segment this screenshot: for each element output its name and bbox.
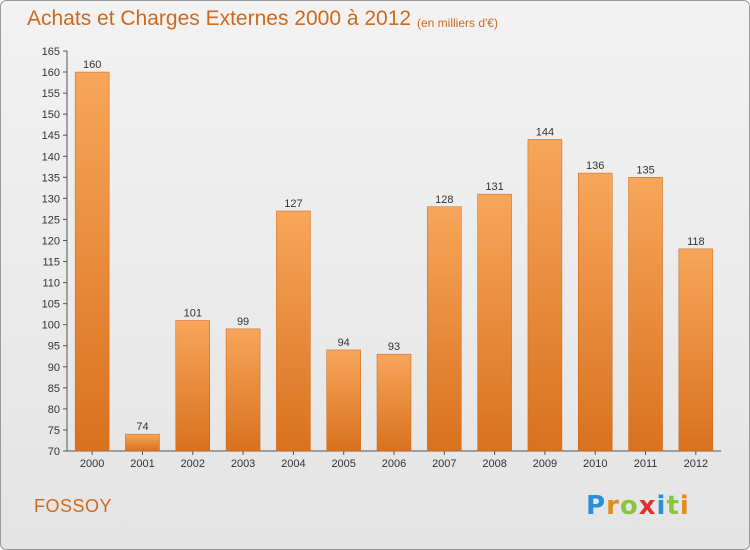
chart-title: Achats et Charges Externes 2000 à 2012	[27, 7, 412, 30]
data-label-2000: 160	[83, 59, 101, 71]
logo-letter: r	[606, 491, 620, 521]
x-tick-label: 2002	[181, 458, 205, 470]
x-tick-label: 2011	[634, 458, 658, 470]
y-tick-label: 150	[42, 109, 60, 121]
data-label-2001: 74	[136, 421, 148, 433]
bar-2011	[628, 177, 663, 452]
y-tick-label: 165	[42, 46, 60, 58]
bar-2003	[225, 328, 261, 452]
x-tick-label: 2010	[583, 458, 607, 470]
logo-letter: t	[666, 491, 680, 521]
data-label-2012: 118	[687, 236, 705, 248]
y-tick-label: 90	[48, 362, 60, 374]
data-label-2011: 135	[636, 164, 654, 176]
data-label-2003: 99	[237, 316, 249, 328]
y-tick-label: 160	[42, 67, 60, 79]
bar-2006	[376, 353, 412, 452]
bar-2000	[74, 71, 110, 452]
y-tick-label: 85	[48, 383, 60, 395]
y-tick-label: 155	[42, 88, 60, 100]
x-tick-label: 2005	[331, 458, 355, 470]
y-tick-label: 135	[42, 172, 60, 184]
data-label-2006: 93	[388, 341, 400, 353]
logo-letter: i	[679, 491, 690, 521]
data-label-2004: 127	[284, 198, 302, 210]
bar-2010	[577, 172, 613, 452]
logo-letter: P	[586, 491, 607, 521]
bar-2008	[477, 193, 512, 452]
x-tick-label: 2007	[432, 458, 456, 470]
x-tick-label: 2001	[130, 458, 154, 470]
commune-name: FOSSOY	[34, 496, 113, 516]
bar-2004	[276, 210, 311, 452]
chart-subtitle: (en milliers d'€)	[417, 16, 498, 30]
bar-2005	[326, 349, 361, 452]
y-tick-label: 95	[48, 341, 60, 353]
y-tick-label: 80	[48, 404, 60, 416]
y-axis: 70 75 80 85 90 95 100 105 110 115 120 125 130 135 140 1…	[42, 46, 68, 458]
x-tick-label: 2008	[482, 458, 506, 470]
y-tick-label: 145	[42, 130, 60, 142]
data-label-2007: 128	[435, 194, 453, 206]
y-tick-label: 70	[48, 446, 60, 458]
x-tick-label: 2006	[382, 458, 406, 470]
data-label-2009: 144	[536, 126, 554, 138]
x-tick-label: 2000	[80, 458, 104, 470]
bar-2001	[125, 433, 160, 452]
logo-letter: i	[656, 491, 667, 521]
bar-2012	[678, 248, 714, 452]
data-label-2005: 94	[338, 337, 350, 349]
bar-2002	[175, 320, 211, 452]
proxiti-logo[interactable]: Proxiti	[586, 491, 690, 521]
logo-letter: x	[638, 491, 657, 521]
y-tick-label: 105	[42, 299, 60, 311]
y-tick-label: 130	[42, 193, 60, 205]
x-axis: 2000 2001 2002 2003 2004 2005 2006 2007 2008 2009…	[67, 450, 721, 470]
data-label-2002: 101	[184, 307, 202, 319]
x-tick-label: 2004	[281, 458, 305, 470]
y-tick-label: 110	[42, 278, 60, 290]
y-tick-label: 115	[42, 257, 60, 269]
y-tick-label: 100	[42, 320, 60, 332]
y-tick-label: 140	[42, 151, 60, 163]
logo-letter: o	[619, 491, 639, 521]
bar-2007	[427, 206, 462, 452]
y-tick-label: 120	[42, 235, 60, 247]
bars: 160 74 101 99 127 94 93 128 131 144 136 135 118	[74, 59, 714, 452]
data-label-2008: 131	[485, 181, 503, 193]
y-tick-label: 125	[42, 214, 60, 226]
data-label-2010: 136	[586, 160, 604, 172]
bar-2009	[527, 139, 563, 452]
x-tick-label: 2012	[684, 458, 708, 470]
x-tick-label: 2009	[533, 458, 557, 470]
y-tick-label: 75	[48, 425, 60, 437]
x-tick-label: 2003	[231, 458, 255, 470]
